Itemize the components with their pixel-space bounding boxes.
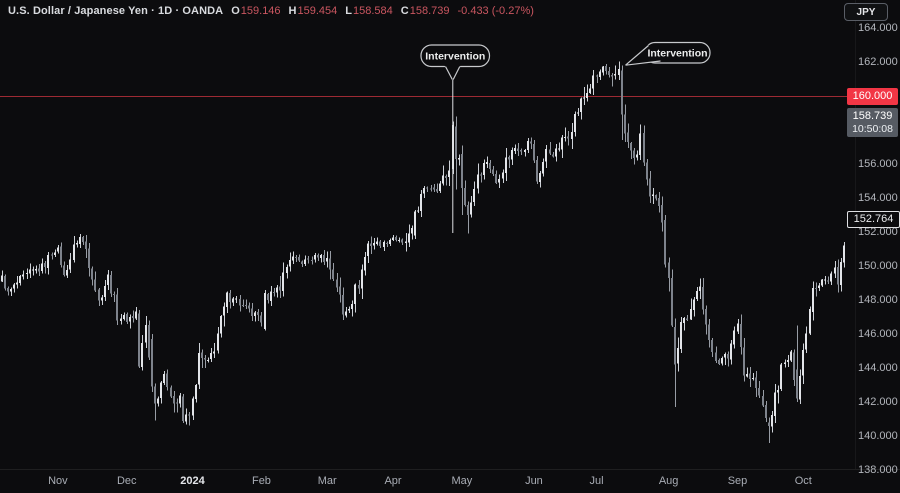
price-axis[interactable]: 160.000 158.739 10:50:08 152.764 164.000…	[846, 0, 900, 476]
price-tick-label: 162.000	[858, 56, 898, 68]
time-tick-label: Sep	[727, 475, 748, 487]
price-tick-label: 156.000	[858, 158, 898, 170]
symbol-title: U.S. Dollar / Japanese Yen · 1D · OANDA	[8, 5, 224, 17]
close-value: 158.739	[409, 5, 450, 17]
time-tick-label: Aug	[658, 475, 679, 487]
price-tick-label: 140.000	[858, 430, 898, 442]
last-price-value: 158.739	[852, 110, 893, 122]
ohlc-high: H 159.454	[289, 5, 338, 17]
time-tick-label: Jul	[589, 475, 604, 487]
open-value: 159.146	[240, 5, 281, 17]
time-tick-label: Oct	[794, 475, 812, 487]
price-tick-label: 144.000	[858, 362, 898, 374]
time-tick-label: Feb	[251, 475, 271, 487]
ohlc-close: C 158.739	[401, 5, 450, 17]
callout-2-tail	[625, 44, 661, 66]
low-letter: L	[345, 5, 352, 17]
time-tick-label: Jun	[525, 475, 543, 487]
bar-countdown: 10:50:08	[852, 123, 893, 135]
price-line-badge: 160.000	[847, 88, 898, 105]
time-tick-label: May	[451, 475, 473, 487]
price-tick-label: 138.000	[858, 464, 898, 476]
ohlc-low: L 158.584	[345, 5, 393, 17]
price-tick-label: 150.000	[858, 260, 898, 272]
time-tick-label: Apr	[384, 475, 402, 487]
time-tick-label: 2024	[180, 475, 205, 487]
high-value: 159.454	[297, 5, 338, 17]
price-tick-label: 152.000	[858, 226, 898, 238]
price-tick-label: 164.000	[858, 22, 898, 34]
time-tick-label: Dec	[116, 475, 137, 487]
callout-1-tail	[444, 65, 461, 80]
price-tick-label: 148.000	[858, 294, 898, 306]
low-value: 158.584	[353, 5, 393, 17]
close-letter: C	[400, 5, 409, 17]
time-axis[interactable]: Nov Dec 2024 Feb Mar Apr May Jun Jul Aug Sep Oct	[0, 470, 900, 493]
time-tick-label: Mar	[317, 475, 337, 487]
open-letter: O	[231, 5, 240, 17]
callout-2-label: Intervention	[647, 48, 707, 60]
callout-2-tail-outline	[625, 45, 661, 66]
callout-1-label: Intervention	[425, 51, 485, 63]
candle-series	[1, 61, 845, 443]
symbol-legend[interactable]: U.S. Dollar / Japanese Yen · 1D · OANDA …	[8, 4, 534, 18]
currency-unit-button[interactable]: JPY	[844, 3, 888, 21]
last-price-badge: 158.739 10:50:08	[847, 108, 898, 137]
price-tick-label: 146.000	[858, 328, 898, 340]
alert-price-badge: 152.764	[847, 211, 900, 228]
time-tick-label: Nov	[48, 475, 68, 487]
price-tick-label: 142.000	[858, 396, 898, 408]
callout-1-tail-outline	[444, 66, 461, 80]
ohlc-open: O 159.146	[231, 5, 280, 17]
price-tick-label: 154.000	[858, 192, 898, 204]
high-letter: H	[288, 5, 297, 17]
price-change: -0.433 (-0.27%)	[457, 5, 534, 17]
